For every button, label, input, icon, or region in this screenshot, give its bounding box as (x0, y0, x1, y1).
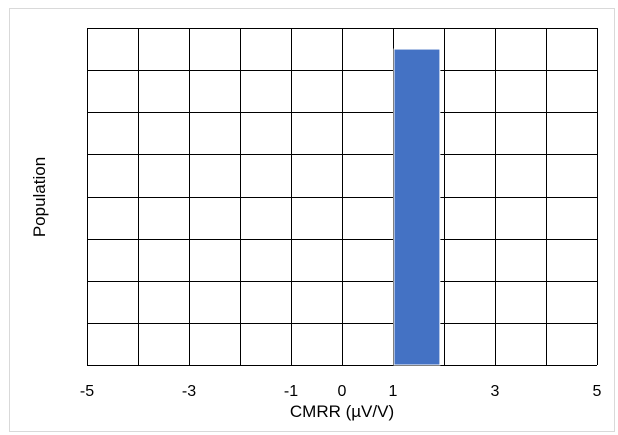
x-tick-label: 1 (389, 383, 398, 400)
x-tick-label: -5 (80, 383, 94, 400)
chart-frame (9, 8, 615, 432)
x-tick-labels: -5 -3 -1 0 1 3 5 (80, 383, 602, 400)
bars (393, 48, 441, 366)
x-tick-label: 3 (491, 383, 500, 400)
x-tick-label: -3 (182, 383, 196, 400)
histogram-bar (393, 48, 441, 366)
x-tick-label: -1 (284, 383, 298, 400)
x-tick-label: 0 (338, 383, 347, 400)
y-axis-label: Population (30, 157, 49, 237)
grid-lines (87, 28, 598, 366)
x-axis-label: CMRR (µV/V) (290, 402, 394, 421)
x-tick-label: 5 (593, 383, 602, 400)
